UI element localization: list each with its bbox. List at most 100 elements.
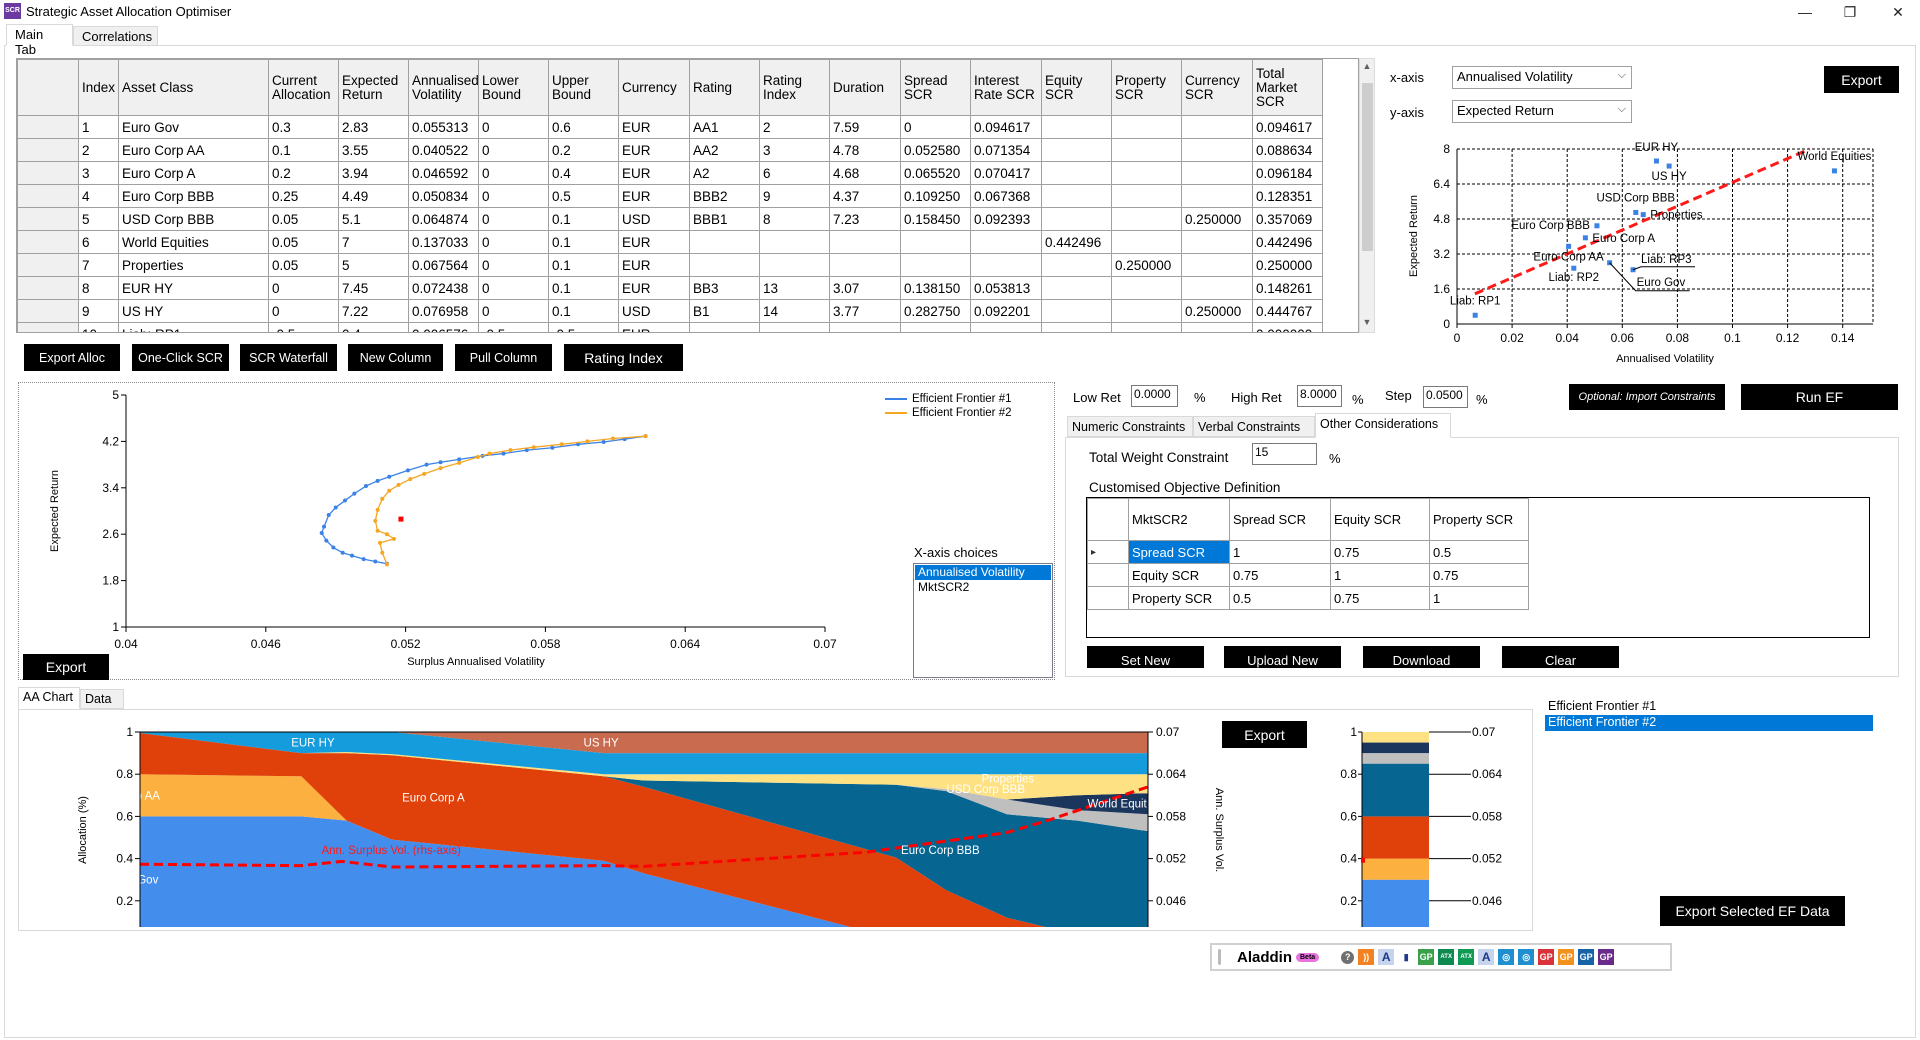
column-header[interactable]: Spread SCR [900, 59, 971, 116]
table-cell[interactable] [1041, 322, 1112, 332]
column-header[interactable]: Property SCR [1111, 59, 1182, 116]
table-cell[interactable]: 0 [478, 138, 549, 162]
frontier-point[interactable] [350, 553, 355, 558]
frontier-point[interactable] [363, 484, 368, 489]
column-header[interactable]: Asset Class [118, 59, 269, 116]
table-cell[interactable] [1041, 276, 1112, 300]
close-button[interactable]: ✕ [1892, 4, 1904, 20]
table-cell[interactable]: World Equities [118, 230, 269, 254]
table-cell[interactable]: 4.37 [829, 184, 901, 208]
asset-table[interactable]: Index Asset Class Current Allocation Expect… [16, 58, 1359, 333]
y-axis-select[interactable]: Expected Return ⌵ [1452, 100, 1632, 123]
chart-icon[interactable]: ▮ [1398, 949, 1415, 965]
table-cell[interactable]: 0.076958 [408, 299, 479, 323]
table-cell[interactable]: 3.94 [338, 161, 409, 185]
table-cell[interactable]: 14 [759, 299, 830, 323]
table-cell[interactable]: EUR [618, 184, 690, 208]
row-header[interactable] [17, 322, 79, 332]
table-cell[interactable]: 0 [478, 299, 549, 323]
table-cell[interactable]: EUR [618, 253, 690, 277]
table-cell[interactable] [829, 230, 901, 254]
table-cell[interactable]: 0.137033 [408, 230, 479, 254]
low-ret-input[interactable]: 0.0000 [1131, 385, 1178, 407]
x-axis-select[interactable]: Annualised Volatility ⌵ [1452, 66, 1632, 89]
table-cell[interactable]: 0 [478, 115, 549, 139]
atx-icon[interactable]: ATX [1458, 949, 1475, 965]
objective-cell[interactable]: Spread SCR [1128, 540, 1230, 564]
table-row[interactable]: 3 Euro Corp A 0.2 3.94 0.046592 0 0.4 EUR A2 6 4.6… [17, 161, 1323, 185]
objective-row[interactable]: Equity SCR 0.75 1 0.75 [1087, 563, 1529, 587]
table-cell[interactable]: 0.25 [268, 184, 339, 208]
frontier-point[interactable] [352, 491, 357, 496]
scroll-thumb[interactable] [1362, 83, 1373, 251]
objective-cell[interactable]: 1 [1330, 563, 1430, 587]
table-cell[interactable]: 3.77 [829, 299, 901, 323]
frontier-point[interactable] [343, 498, 348, 503]
table-cell[interactable] [900, 322, 971, 332]
frontier-point[interactable] [501, 451, 506, 456]
table-cell[interactable] [1111, 161, 1182, 185]
table-cell[interactable] [689, 230, 760, 254]
table-cell[interactable]: 0.1 [548, 230, 619, 254]
ef-list-item[interactable]: Efficient Frontier #1 [1548, 699, 1657, 713]
gp-green-icon[interactable]: GP [1418, 949, 1435, 965]
frontier-point[interactable] [384, 532, 389, 537]
frontier-point[interactable] [396, 482, 401, 487]
column-header[interactable]: Current Allocation [268, 59, 339, 116]
frontier-point[interactable] [422, 471, 427, 476]
table-cell[interactable]: EUR HY [118, 276, 269, 300]
bar-segment-usd-corp-bbb[interactable] [1362, 753, 1429, 764]
table-cell[interactable]: Properties [118, 253, 269, 277]
table-cell[interactable]: 13 [759, 276, 830, 300]
column-header[interactable]: Currency SCR [1181, 59, 1253, 116]
column-header[interactable]: Lower Bound [478, 59, 549, 116]
tab-data[interactable]: Data [80, 689, 124, 709]
objective-cell[interactable]: 1 [1429, 586, 1529, 610]
bar-segment-world-equities[interactable] [1362, 742, 1429, 754]
column-header[interactable]: Rating Index [759, 59, 830, 116]
table-row[interactable]: 2 Euro Corp AA 0.1 3.55 0.040522 0 0.2 EUR AA2 3 4… [17, 138, 1323, 162]
frontier-point[interactable] [324, 538, 329, 543]
table-cell[interactable] [1181, 184, 1253, 208]
table-row[interactable]: 8 EUR HY 0 7.45 0.072438 0 0.1 EUR BB3 13 3.07 0.13… [17, 276, 1323, 300]
objective-cell[interactable]: Property SCR [1128, 586, 1230, 610]
scatter-point[interactable] [1472, 312, 1478, 318]
table-cell[interactable]: -0.5 [548, 322, 619, 332]
tab-main[interactable]: Main Tab [6, 24, 73, 57]
frontier-point[interactable] [559, 442, 564, 447]
table-cell[interactable] [900, 230, 971, 254]
table-cell[interactable]: 0.092393 [970, 207, 1042, 231]
table-cell[interactable]: 7 [78, 253, 119, 277]
objective-cell[interactable]: 0.75 [1429, 563, 1529, 587]
table-row[interactable]: 5 USD Corp BBB 0.05 5.1 0.064874 0 0.1 USD BBB1 8… [17, 207, 1323, 231]
row-header[interactable] [17, 207, 79, 231]
table-cell[interactable]: 0.444767 [1252, 299, 1323, 323]
table-cell[interactable] [970, 230, 1042, 254]
atx-b-icon[interactable]: ATX [1438, 949, 1455, 965]
row-header[interactable] [17, 299, 79, 323]
table-cell[interactable]: 0.000000 [1252, 322, 1323, 332]
table-cell[interactable]: 6 [759, 161, 830, 185]
table-cell[interactable]: 2.83 [338, 115, 409, 139]
table-cell[interactable]: 0.4 [548, 161, 619, 185]
table-cell[interactable]: 0.250000 [1111, 253, 1182, 277]
table-cell[interactable]: -0.5 [478, 322, 549, 332]
table-cell[interactable]: 0.1 [548, 253, 619, 277]
frontier-point[interactable] [326, 513, 331, 518]
table-cell[interactable]: 0.138150 [900, 276, 971, 300]
frontier-point[interactable] [331, 545, 336, 550]
table-cell[interactable]: A2 [689, 161, 760, 185]
frontier-point[interactable] [457, 460, 462, 465]
bar-segment-euro-corp-aa[interactable] [1362, 858, 1429, 880]
table-cell[interactable] [1111, 207, 1182, 231]
table-cell[interactable]: 4.49 [338, 184, 409, 208]
table-cell[interactable]: 5 [78, 207, 119, 231]
table-cell[interactable]: 0.1 [548, 207, 619, 231]
table-cell[interactable]: 0.088634 [1252, 138, 1323, 162]
table-cell[interactable]: 3.55 [338, 138, 409, 162]
table-cell[interactable] [829, 253, 901, 277]
table-cell[interactable]: 0.094617 [1252, 115, 1323, 139]
table-cell[interactable]: 0.282750 [900, 299, 971, 323]
objective-cell[interactable]: 0.75 [1229, 563, 1331, 587]
table-cell[interactable]: 0.1 [548, 299, 619, 323]
